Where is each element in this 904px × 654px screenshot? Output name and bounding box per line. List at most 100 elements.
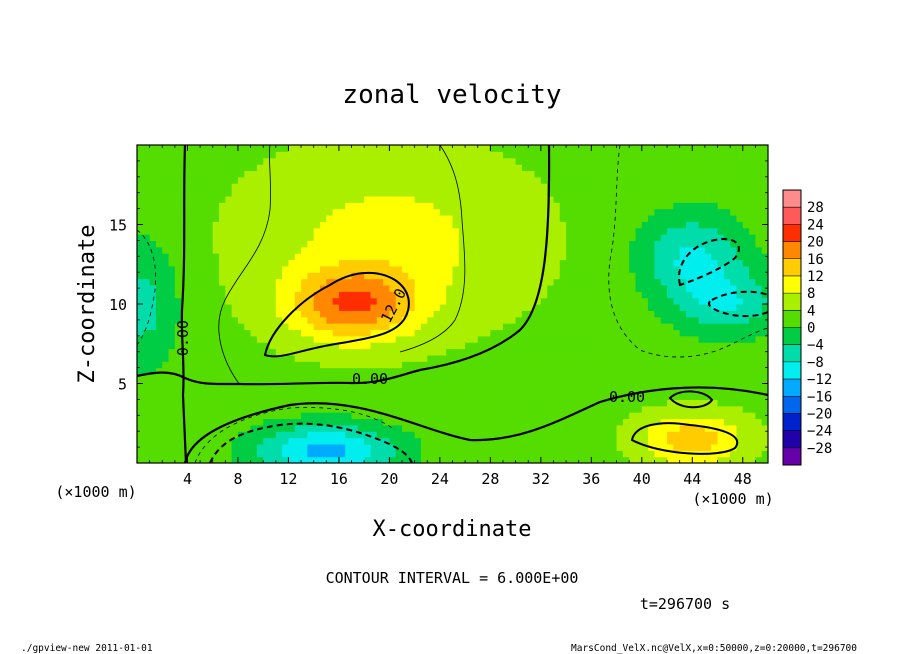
field-cell xyxy=(402,221,409,229)
field-cell xyxy=(736,221,744,229)
field-cell xyxy=(370,240,378,248)
field-cell xyxy=(162,176,170,184)
field-cell xyxy=(193,304,201,311)
field-cell xyxy=(212,354,220,362)
field-cell xyxy=(711,202,719,210)
field-cell xyxy=(610,284,618,292)
field-cell xyxy=(357,373,365,381)
field-cell xyxy=(174,456,182,463)
field-cell xyxy=(288,310,296,318)
field-cell xyxy=(162,278,170,286)
field-cell xyxy=(143,335,151,343)
field-cell xyxy=(629,208,637,216)
field-cell xyxy=(566,405,573,413)
field-cell xyxy=(559,297,567,305)
field-cell xyxy=(193,329,201,337)
field-cell xyxy=(502,354,510,362)
field-cell xyxy=(585,310,592,318)
field-cell xyxy=(603,221,611,229)
field-cell xyxy=(364,214,372,222)
field-cell xyxy=(761,195,768,203)
field-cell xyxy=(427,170,435,178)
field-cell xyxy=(250,284,258,292)
field-cell xyxy=(509,278,517,286)
field-cell xyxy=(427,323,435,331)
field-cell xyxy=(168,202,176,210)
field-cell xyxy=(566,386,573,394)
field-cell xyxy=(137,316,144,324)
field-cell xyxy=(414,189,422,197)
field-cell xyxy=(288,456,296,463)
field-cell xyxy=(332,170,340,178)
field-cell xyxy=(345,342,353,350)
field-cell xyxy=(603,170,611,178)
field-cell xyxy=(162,189,170,197)
field-cell xyxy=(471,329,479,337)
field-cell xyxy=(603,195,611,203)
field-cell xyxy=(263,284,271,292)
field-cell xyxy=(742,297,750,305)
field-cell xyxy=(370,272,378,280)
field-cell xyxy=(137,412,144,420)
field-cell xyxy=(572,310,580,318)
field-cell xyxy=(648,208,656,216)
field-cell xyxy=(654,393,662,400)
field-cell xyxy=(490,246,498,254)
field-cell xyxy=(635,443,643,451)
field-cell xyxy=(711,361,719,369)
field-cell xyxy=(301,304,308,311)
field-cell xyxy=(155,424,163,432)
field-cell xyxy=(383,456,390,463)
field-cell xyxy=(496,183,504,191)
field-cell xyxy=(610,424,618,432)
field-cell xyxy=(717,291,725,299)
field-cell xyxy=(610,234,618,241)
field-cell xyxy=(496,164,504,172)
field-cell xyxy=(698,195,706,203)
field-cell xyxy=(578,221,586,229)
field-cell xyxy=(433,380,441,388)
field-cell xyxy=(673,272,681,280)
field-cell xyxy=(155,284,163,292)
field-cell xyxy=(313,221,321,229)
field-cell xyxy=(629,361,637,369)
field-cell xyxy=(376,272,384,280)
field-cell xyxy=(137,329,144,337)
field-cell xyxy=(376,323,384,331)
field-cell xyxy=(288,424,296,432)
field-cell xyxy=(256,145,264,152)
field-cell xyxy=(282,183,290,191)
field-cell xyxy=(319,405,327,413)
field-cell xyxy=(654,265,662,273)
field-cell xyxy=(698,399,706,407)
field-cell xyxy=(294,329,302,337)
field-cell xyxy=(408,214,416,222)
field-cell xyxy=(749,151,756,159)
field-cell xyxy=(288,221,296,229)
field-cell xyxy=(585,456,592,463)
field-cell xyxy=(370,164,378,172)
field-cell xyxy=(269,202,277,210)
field-cell xyxy=(395,304,403,311)
field-cell xyxy=(338,342,346,350)
field-cell xyxy=(200,202,208,210)
field-cell xyxy=(338,176,346,184)
field-cell xyxy=(610,202,618,210)
field-cell xyxy=(616,272,624,280)
field-cell xyxy=(433,418,441,426)
field-cell xyxy=(641,361,649,369)
field-cell xyxy=(496,284,504,292)
field-cell xyxy=(181,354,189,362)
field-cell xyxy=(610,189,618,197)
field-cell xyxy=(301,450,308,458)
field-cell xyxy=(509,386,517,394)
field-cell xyxy=(515,246,523,254)
field-cell xyxy=(566,335,573,343)
field-cell xyxy=(143,202,151,210)
field-cell xyxy=(326,424,334,432)
field-cell xyxy=(439,443,447,451)
field-cell xyxy=(603,176,611,184)
field-cell xyxy=(742,157,750,165)
field-cell xyxy=(319,367,327,375)
field-cell xyxy=(219,373,226,381)
